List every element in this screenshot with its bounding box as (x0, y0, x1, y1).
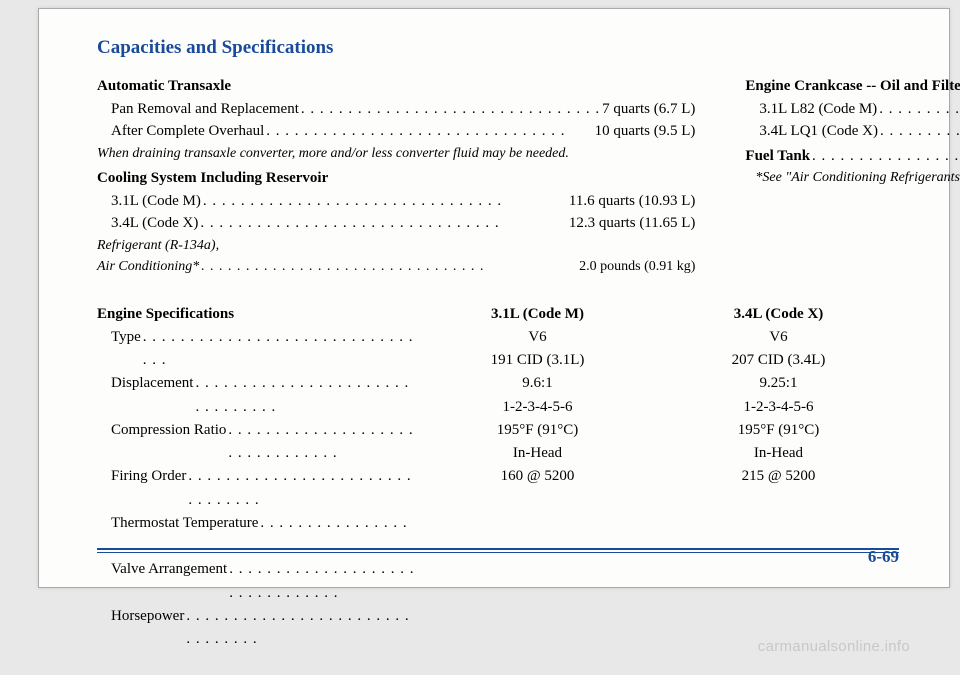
ac-label: Air Conditioning* (97, 258, 199, 277)
dots: . . . . . . . . . . . . . . . . . . . . … (198, 212, 569, 235)
ac-row: Air Conditioning* . . . . . . . . . . . … (97, 258, 695, 277)
engine-specs-heading: Engine Specifications (97, 303, 417, 326)
dots: . . . . . . . . . . . . . . . . . . . . … (201, 190, 569, 213)
spec-col2-2: 9.25:1 (658, 372, 899, 395)
spec-col2-0: V6 (658, 326, 899, 349)
transaxle-row-1-label: After Complete Overhaul (111, 120, 264, 143)
dots: . . . . . . . . . . . . . . . . . . . . … (186, 465, 417, 512)
page-title: Capacities and Specifications (97, 37, 899, 59)
footer-rule (97, 548, 899, 553)
footer-line-thick (97, 548, 899, 550)
spec-col1-5: In-Head (417, 442, 658, 465)
dots: . . . . . . . . . . . . . . . . . . . . … (141, 326, 417, 373)
spec-col2-1: 207 CID (3.4L) (658, 349, 899, 372)
dots: . . . . . . . . . . . . . . . . . . . . … (810, 145, 960, 168)
dots: . . . . . . . . . . . . . . . . . . . . … (877, 98, 960, 121)
spec-row-1: Displacement. . . . . . . . . . . . . . … (97, 372, 417, 419)
dots: . . . . . . . . . . . . . . . . . . . . … (184, 605, 417, 652)
spec-col1-1: 191 CID (3.1L) (417, 349, 658, 372)
cooling-row-1: 3.4L (Code X) . . . . . . . . . . . . . … (97, 212, 695, 235)
spec-col1-head: 3.1L (Code M) (417, 303, 658, 326)
spec-col-2: 3.4L (Code X) V6 207 CID (3.4L) 9.25:1 1… (658, 303, 899, 652)
spec-col2-3: 1-2-3-4-5-6 (658, 396, 899, 419)
crankcase-row-0-label: 3.1L L82 (Code M) (759, 98, 877, 121)
spec-col2-head: 3.4L (Code X) (658, 303, 899, 326)
dots: . . . . . . . . . . . . . . . . . . . . … (878, 120, 960, 143)
spec-label-6: Horsepower (97, 605, 184, 628)
spec-row-5: Valve Arrangement. . . . . . . . . . . .… (97, 558, 417, 605)
spec-label-3: Firing Order (97, 465, 186, 488)
cooling-row-0-value: 11.6 quarts (10.93 L) (569, 190, 696, 213)
refrigerant-note: Refrigerant (R-134a), (97, 237, 695, 256)
spec-col1-0: V6 (417, 326, 658, 349)
spec-row-3: Firing Order. . . . . . . . . . . . . . … (97, 465, 417, 512)
dots: . . . . . . . . . . . . . . . . . . . . … (227, 558, 417, 605)
spec-label-0: Type (97, 326, 141, 349)
cooling-heading: Cooling System Including Reservoir (97, 167, 695, 190)
crankcase-row-1-label: 3.4L LQ1 (Code X) (759, 120, 878, 143)
fuel-tank-label: Fuel Tank (745, 145, 810, 168)
page-frame: Capacities and Specifications Automatic … (38, 8, 950, 588)
spec-col1-3: 1-2-3-4-5-6 (417, 396, 658, 419)
spec-row-6: Horsepower. . . . . . . . . . . . . . . … (97, 605, 417, 652)
spec-col1-4: 195°F (91°C) (417, 419, 658, 442)
crankcase-heading: Engine Crankcase -- Oil and Filter Chang… (745, 75, 960, 98)
spec-labels-col: Engine Specifications Type. . . . . . . … (97, 303, 417, 652)
spec-col-1: 3.1L (Code M) V6 191 CID (3.1L) 9.6:1 1-… (417, 303, 658, 652)
spec-col2-4: 195°F (91°C) (658, 419, 899, 442)
left-column: Automatic Transaxle Pan Removal and Repl… (97, 73, 695, 277)
transaxle-row-0-label: Pan Removal and Replacement (111, 98, 299, 121)
cooling-row-1-value: 12.3 quarts (11.65 L) (569, 212, 696, 235)
spec-label-4: Thermostat Temperature (97, 512, 258, 535)
transaxle-row-1: After Complete Overhaul . . . . . . . . … (97, 120, 695, 143)
fuel-tank-row: Fuel Tank . . . . . . . . . . . . . . . … (745, 143, 960, 168)
spec-col2-5: In-Head (658, 442, 899, 465)
footer-line-thin (97, 552, 899, 553)
spec-col2-6: 215 @ 5200 (658, 465, 899, 488)
transaxle-row-1-value: 10 quarts (9.5 L) (595, 120, 696, 143)
spec-label-2: Compression Ratio (97, 419, 226, 442)
engine-specifications-table: Engine Specifications Type. . . . . . . … (97, 303, 899, 652)
dots: . . . . . . . . . . . . . . . . . . . . … (193, 372, 417, 419)
watermark: carmanualsonline.info (758, 638, 910, 655)
transaxle-row-0-value: 7 quarts (6.7 L) (602, 98, 695, 121)
ac-ref-note: *See "Air Conditioning Refrigerants" lat… (745, 169, 960, 188)
spec-col1-2: 9.6:1 (417, 372, 658, 395)
cooling-row-1-label: 3.4L (Code X) (111, 212, 198, 235)
capacities-columns: Automatic Transaxle Pan Removal and Repl… (97, 73, 899, 277)
spec-row-0: Type. . . . . . . . . . . . . . . . . . … (97, 326, 417, 373)
dots: . . . . . . . . . . . . . . . . . . . . … (299, 98, 602, 121)
dots: . . . . . . . . . . . . . . . . . . . . … (226, 419, 417, 466)
cooling-row-0: 3.1L (Code M) . . . . . . . . . . . . . … (97, 190, 695, 213)
spec-label-5: Valve Arrangement (97, 558, 227, 581)
ac-value: 2.0 pounds (0.91 kg) (579, 258, 695, 277)
cooling-row-0-label: 3.1L (Code M) (111, 190, 201, 213)
right-column: Engine Crankcase -- Oil and Filter Chang… (745, 73, 960, 277)
crankcase-row-1: 3.4L LQ1 (Code X) . . . . . . . . . . . … (745, 120, 960, 143)
page-number: 6-69 (868, 547, 899, 567)
spec-col1-6: 160 @ 5200 (417, 465, 658, 488)
automatic-transaxle-heading: Automatic Transaxle (97, 75, 695, 98)
transaxle-note: When draining transaxle converter, more … (97, 145, 695, 164)
spec-label-1: Displacement (97, 372, 193, 395)
crankcase-row-0: 3.1L L82 (Code M) . . . . . . . . . . . … (745, 98, 960, 121)
dots: . . . . . . . . . . . . . . . . . . . . … (199, 258, 579, 277)
dots: . . . . . . . . . . . . . . . . . . . . … (264, 120, 594, 143)
transaxle-row-0: Pan Removal and Replacement . . . . . . … (97, 98, 695, 121)
spec-row-2: Compression Ratio. . . . . . . . . . . .… (97, 419, 417, 466)
